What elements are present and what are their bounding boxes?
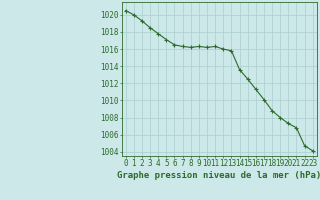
X-axis label: Graphe pression niveau de la mer (hPa): Graphe pression niveau de la mer (hPa) bbox=[117, 171, 320, 180]
